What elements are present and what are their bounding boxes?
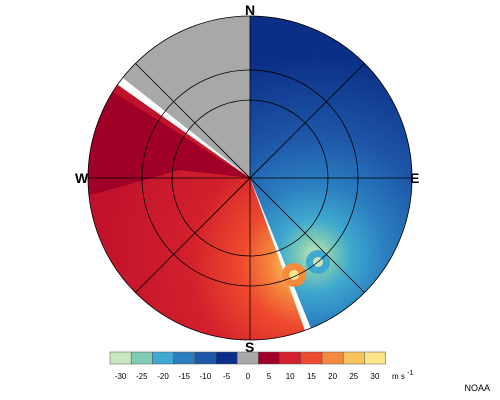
east-label: E <box>410 170 420 186</box>
legend-bin <box>130 351 153 365</box>
legend-tick-label: 15 <box>307 372 316 381</box>
south-label: S <box>245 339 255 355</box>
legend-tick-label: 0 <box>246 372 251 381</box>
legend-unit: m s -1 <box>392 370 413 381</box>
legend-bin <box>258 351 280 365</box>
legend-tick-label: -5 <box>223 372 231 381</box>
legend-bin <box>194 351 217 365</box>
legend-tick-label: -25 <box>136 372 148 381</box>
legend-tick-label: 25 <box>349 372 358 381</box>
legend-bin <box>152 351 174 365</box>
legend-color-bins <box>109 351 386 365</box>
legend-unit-text: m s <box>392 372 405 381</box>
legend-tick-label: 30 <box>371 372 380 381</box>
legend-tick-label: 20 <box>328 372 337 381</box>
legend-tick-label: -15 <box>178 372 190 381</box>
legend-bin <box>279 351 302 365</box>
legend-tick-label: 5 <box>267 372 272 381</box>
legend-unit-exponent: -1 <box>407 370 413 377</box>
legend-tick-label: -30 <box>115 372 127 381</box>
legend-bin <box>215 351 238 365</box>
legend-bin <box>173 351 196 365</box>
legend-tick-label: -20 <box>157 372 169 381</box>
noaa-credit: NOAA <box>464 383 490 393</box>
azimuth-lines <box>88 16 412 340</box>
legend-tick-label: -10 <box>200 372 212 381</box>
legend-bin <box>109 351 132 365</box>
west-label: W <box>75 170 89 186</box>
legend-bin <box>236 351 259 365</box>
north-label: N <box>245 2 256 18</box>
legend-tick-labels: -30 -25 -20 -15 -10 -5 0 5 10 15 20 25 30 <box>115 372 380 381</box>
legend-bin <box>321 351 344 365</box>
legend-bin <box>300 351 323 365</box>
legend-bin <box>364 351 386 365</box>
legend-tick-label: 10 <box>286 372 295 381</box>
inbound-region <box>250 16 412 340</box>
legend-bin <box>342 351 365 365</box>
